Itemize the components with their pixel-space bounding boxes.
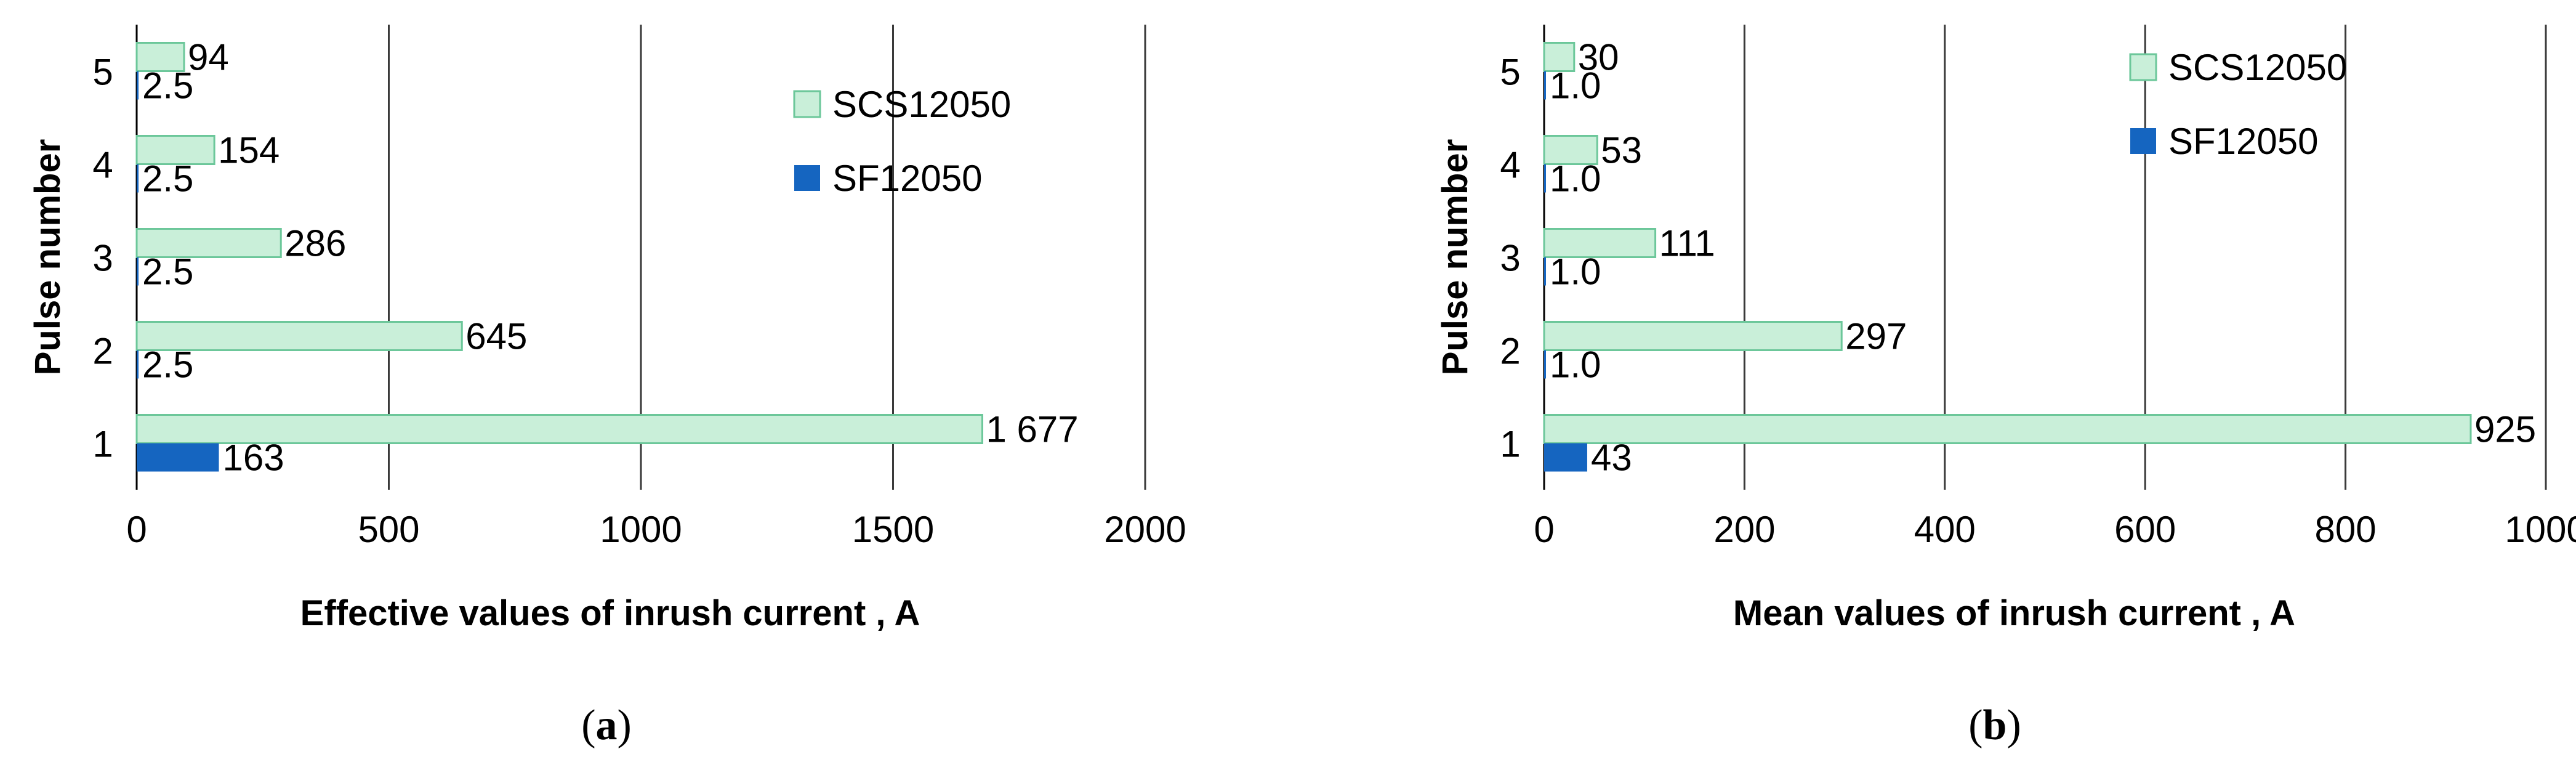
bar-scs12050-pulse-2 [1543, 321, 1843, 351]
x-tick-label: 0 [126, 509, 147, 550]
y-axis-title-a: Pulse number [28, 139, 68, 376]
bar-sf12050-pulse-3 [1544, 257, 1546, 286]
panel-caption-a: (a) [581, 702, 632, 749]
legend-swatch-sf12050-a [794, 165, 820, 191]
x-tick-label: 400 [1914, 509, 1976, 550]
bar-sf12050-pulse-2 [137, 350, 139, 379]
y-tick-label: 1 [1500, 424, 1520, 465]
data-label-scs12050-pulse-4: 53 [1601, 130, 1642, 171]
legend-b: SCS12050 SF12050 [2129, 47, 2347, 162]
bar-sf12050-pulse-2 [1544, 350, 1546, 379]
legend-label-sf12050-a: SF12050 [832, 158, 983, 199]
bar-sf12050-pulse-1 [1544, 443, 1587, 472]
bar-scs12050-pulse-1 [1543, 414, 2472, 444]
data-label-scs12050-pulse-1: 1 677 [986, 409, 1078, 450]
y-tick-label: 5 [92, 52, 113, 93]
y-tick-label: 2 [1500, 331, 1520, 372]
x-axis-title-b: Mean values of inrush current , A [1733, 593, 2295, 633]
panel-caption-letter-b: b [1983, 702, 2007, 749]
y-tick-label: 5 [1500, 52, 1520, 93]
data-label-sf12050-pulse-5: 1.0 [1550, 65, 1601, 107]
x-tick-label: 800 [2315, 509, 2377, 550]
legend-a: SCS12050 SF12050 [793, 84, 1011, 199]
panel-caption-letter-a: a [596, 702, 618, 749]
x-tick-label: 1000 [600, 509, 682, 550]
bar-sf12050-pulse-4 [1544, 164, 1546, 193]
bar-scs12050-pulse-4 [135, 135, 215, 165]
data-label-sf12050-pulse-1: 43 [1591, 437, 1632, 479]
bar-sf12050-pulse-5 [137, 71, 139, 100]
data-label-scs12050-pulse-5: 94 [188, 37, 229, 78]
bar-scs12050-pulse-2 [135, 321, 463, 351]
y-tick-label: 2 [92, 331, 113, 372]
legend-swatch-sf12050-b [2130, 128, 2156, 154]
bar-scs12050-pulse-3 [1543, 228, 1657, 258]
y-tick-labels-b: 1 2 3 4 5 [1500, 52, 1520, 465]
bars-a [135, 42, 983, 472]
x-tick-label: 500 [358, 509, 419, 550]
legend-label-sf12050-b: SF12050 [2168, 121, 2319, 162]
grid-lines-a [388, 25, 1146, 490]
panel-caption-b: (b) [1968, 702, 2021, 749]
data-label-sf12050-pulse-4: 1.0 [1550, 158, 1601, 200]
legend-swatch-scs12050-a [793, 90, 821, 118]
data-label-sf12050-pulse-2: 1.0 [1550, 344, 1601, 386]
data-label-scs12050-pulse-5: 30 [1578, 37, 1619, 78]
legend-label-scs12050-a: SCS12050 [832, 84, 1011, 125]
data-label-scs12050-pulse-4: 154 [218, 130, 280, 171]
x-tick-label: 1500 [852, 509, 934, 550]
y-tick-labels-a: 1 2 3 4 5 [92, 52, 113, 465]
x-tick-label: 1000 [2505, 509, 2576, 550]
bar-scs12050-pulse-3 [135, 228, 282, 258]
data-label-sf12050-pulse-3: 1.0 [1550, 251, 1601, 293]
x-tick-label: 0 [1534, 509, 1554, 550]
data-label-scs12050-pulse-3: 111 [1659, 223, 1715, 264]
data-label-sf12050-pulse-2: 2.5 [142, 344, 193, 386]
legend-swatch-scs12050-b [2129, 53, 2157, 81]
y-tick-label: 3 [1500, 238, 1520, 279]
data-label-sf12050-pulse-3: 2.5 [142, 251, 193, 293]
y-tick-label: 1 [92, 424, 113, 465]
x-axis-title-a: Effective values of inrush current , A [300, 593, 920, 633]
x-tick-label: 200 [1713, 509, 1775, 550]
y-tick-label: 4 [1500, 145, 1520, 186]
bar-scs12050-pulse-5 [135, 42, 185, 72]
data-label-sf12050-pulse-4: 2.5 [142, 158, 193, 200]
data-label-scs12050-pulse-2: 645 [465, 316, 527, 357]
x-tick-labels-a: 0 500 1000 1500 2000 [126, 509, 1186, 550]
x-tick-label: 600 [2114, 509, 2176, 550]
bars-b [1543, 42, 2472, 472]
data-label-scs12050-pulse-2: 297 [1845, 316, 1907, 357]
y-tick-label: 4 [92, 145, 113, 186]
grid-lines-b [1743, 25, 2547, 490]
data-label-scs12050-pulse-1: 925 [2474, 409, 2536, 450]
bar-sf12050-pulse-4 [137, 164, 139, 193]
y-tick-label: 3 [92, 238, 113, 279]
x-tick-labels-b: 0 200 400 600 800 1000 [1534, 509, 2576, 550]
bar-sf12050-pulse-3 [137, 257, 139, 286]
bar-sf12050-pulse-5 [1544, 71, 1546, 100]
bar-scs12050-pulse-1 [135, 414, 983, 444]
data-label-sf12050-pulse-1: 163 [222, 437, 284, 479]
data-label-scs12050-pulse-3: 286 [284, 223, 346, 264]
bar-scs12050-pulse-4 [1543, 135, 1598, 165]
y-axis-title-b: Pulse number [1435, 139, 1475, 376]
bar-sf12050-pulse-1 [137, 443, 219, 472]
legend-label-scs12050-b: SCS12050 [2168, 47, 2347, 88]
data-label-sf12050-pulse-5: 2.5 [142, 65, 193, 107]
x-tick-label: 2000 [1104, 509, 1186, 550]
bar-scs12050-pulse-5 [1543, 42, 1576, 72]
